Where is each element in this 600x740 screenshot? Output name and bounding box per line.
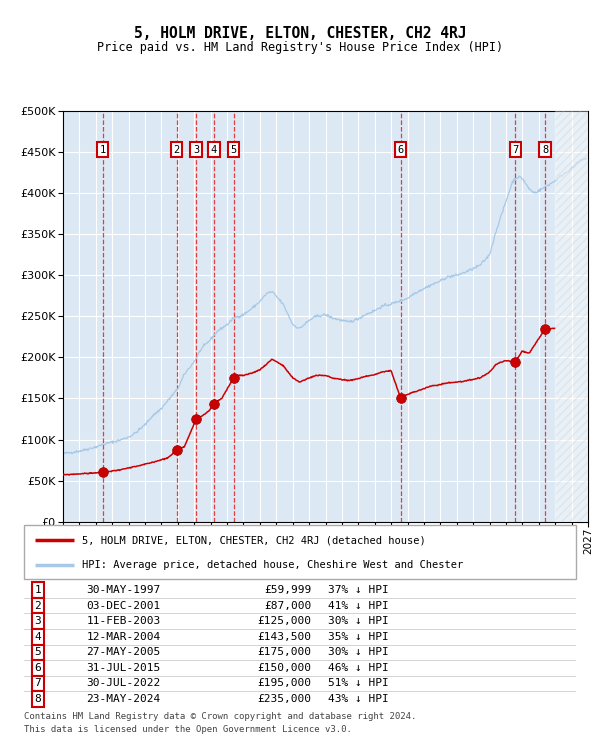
Text: 3: 3	[34, 616, 41, 626]
Text: 30-JUL-2022: 30-JUL-2022	[86, 679, 160, 688]
Text: 30% ↓ HPI: 30% ↓ HPI	[328, 648, 388, 657]
Text: 37% ↓ HPI: 37% ↓ HPI	[328, 585, 388, 595]
Text: £59,999: £59,999	[264, 585, 311, 595]
Text: 6: 6	[34, 663, 41, 673]
Text: 11-FEB-2003: 11-FEB-2003	[86, 616, 160, 626]
Text: 6: 6	[397, 144, 404, 155]
Text: 3: 3	[193, 144, 199, 155]
Text: 23-MAY-2024: 23-MAY-2024	[86, 694, 160, 704]
Text: 35% ↓ HPI: 35% ↓ HPI	[328, 632, 388, 642]
Text: 12-MAR-2004: 12-MAR-2004	[86, 632, 160, 642]
Text: Contains HM Land Registry data © Crown copyright and database right 2024.: Contains HM Land Registry data © Crown c…	[24, 712, 416, 721]
Text: 1: 1	[100, 144, 106, 155]
Text: £125,000: £125,000	[257, 616, 311, 626]
Text: 7: 7	[512, 144, 518, 155]
Text: £87,000: £87,000	[264, 601, 311, 610]
Text: 5, HOLM DRIVE, ELTON, CHESTER, CH2 4RJ (detached house): 5, HOLM DRIVE, ELTON, CHESTER, CH2 4RJ (…	[82, 535, 426, 545]
Text: 2: 2	[34, 601, 41, 610]
Bar	[555, 111, 588, 522]
Text: 31-JUL-2015: 31-JUL-2015	[86, 663, 160, 673]
Text: 5: 5	[230, 144, 237, 155]
Text: 5: 5	[34, 648, 41, 657]
Text: 8: 8	[34, 694, 41, 704]
Text: 2: 2	[173, 144, 179, 155]
Text: 7: 7	[34, 679, 41, 688]
Text: 4: 4	[34, 632, 41, 642]
Text: 27-MAY-2005: 27-MAY-2005	[86, 648, 160, 657]
Text: £150,000: £150,000	[257, 663, 311, 673]
Text: £235,000: £235,000	[257, 694, 311, 704]
Text: This data is licensed under the Open Government Licence v3.0.: This data is licensed under the Open Gov…	[24, 725, 352, 734]
Text: HPI: Average price, detached house, Cheshire West and Chester: HPI: Average price, detached house, Ches…	[82, 560, 463, 571]
Text: £143,500: £143,500	[257, 632, 311, 642]
Text: 4: 4	[211, 144, 217, 155]
Text: Price paid vs. HM Land Registry's House Price Index (HPI): Price paid vs. HM Land Registry's House …	[97, 41, 503, 54]
Text: £195,000: £195,000	[257, 679, 311, 688]
Text: 30-MAY-1997: 30-MAY-1997	[86, 585, 160, 595]
Text: 51% ↓ HPI: 51% ↓ HPI	[328, 679, 388, 688]
Text: £175,000: £175,000	[257, 648, 311, 657]
Text: 8: 8	[542, 144, 548, 155]
Text: 41% ↓ HPI: 41% ↓ HPI	[328, 601, 388, 610]
Text: 5, HOLM DRIVE, ELTON, CHESTER, CH2 4RJ: 5, HOLM DRIVE, ELTON, CHESTER, CH2 4RJ	[134, 26, 466, 41]
Text: 46% ↓ HPI: 46% ↓ HPI	[328, 663, 388, 673]
Text: 1: 1	[34, 585, 41, 595]
Text: 43% ↓ HPI: 43% ↓ HPI	[328, 694, 388, 704]
Text: 03-DEC-2001: 03-DEC-2001	[86, 601, 160, 610]
FancyBboxPatch shape	[24, 525, 576, 579]
Text: 30% ↓ HPI: 30% ↓ HPI	[328, 616, 388, 626]
